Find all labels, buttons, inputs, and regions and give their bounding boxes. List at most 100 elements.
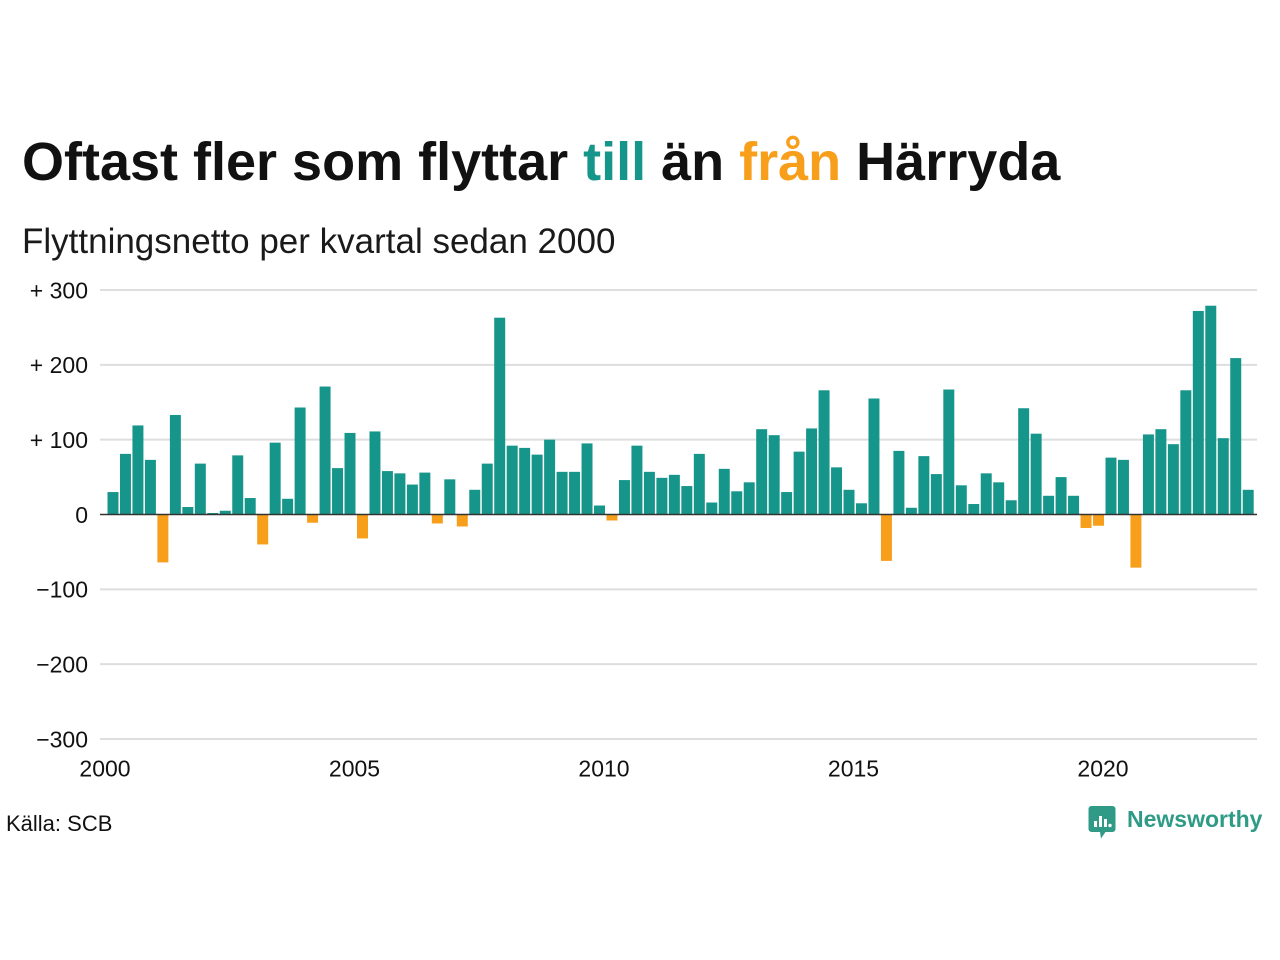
bar-positive <box>581 443 593 515</box>
bar-negative <box>1093 514 1104 526</box>
x-tick-label: 2010 <box>578 755 629 781</box>
y-tick-label: −100 <box>36 577 88 603</box>
bar-negative <box>456 514 468 527</box>
bar-positive <box>219 510 231 515</box>
bar-positive <box>244 498 256 515</box>
bar-positive <box>656 477 668 515</box>
bar-positive <box>631 445 643 515</box>
bar-positive <box>419 472 431 515</box>
y-tick-label: −300 <box>36 726 88 752</box>
bar-negative <box>1130 514 1142 568</box>
chart-title: Oftast fler som flyttar till än från Här… <box>22 135 1060 189</box>
bar-positive <box>955 485 967 515</box>
bar-positive <box>1043 495 1055 515</box>
bar-positive <box>269 442 281 515</box>
bar-positive <box>1155 429 1167 515</box>
bar-positive <box>993 482 1005 515</box>
gridlines <box>100 289 1257 740</box>
y-tick-label: + 100 <box>30 427 88 453</box>
bar-positive <box>1167 444 1179 515</box>
bar-positive <box>1030 433 1042 515</box>
y-tick-label: + 200 <box>30 352 88 378</box>
bar-negative <box>880 514 892 561</box>
bar-negative <box>606 514 618 521</box>
bar-positive <box>806 428 818 515</box>
bar-positive <box>531 454 543 515</box>
bar-positive <box>194 463 206 515</box>
bar-positive <box>282 498 294 515</box>
bar-positive <box>756 429 768 515</box>
source-note: Källa: SCB <box>6 811 113 836</box>
bar-positive <box>930 474 942 515</box>
chart-subtitle: Flyttningsnetto per kvartal sedan 2000 <box>22 222 616 261</box>
bar-positive <box>643 471 655 515</box>
bar-positive <box>406 484 418 515</box>
brand-logo: Newsworthy <box>1088 805 1268 839</box>
bar-positive <box>394 473 406 515</box>
bar-positive <box>1180 390 1192 515</box>
title-part-intro: Oftast fler som flyttar <box>22 132 584 192</box>
title-word-fran: från <box>739 132 842 192</box>
bar-positive <box>169 414 181 515</box>
bar-positive <box>905 507 917 515</box>
bar-negative <box>257 514 269 545</box>
y-tick-label: + 300 <box>30 277 88 303</box>
bar-negative <box>307 514 319 523</box>
bar-positive <box>793 451 805 515</box>
bar-positive <box>444 479 456 515</box>
bar-positive <box>381 471 393 515</box>
bar-negative <box>357 514 368 539</box>
axes: + 300 + 200 + 100 0 −100 −200 −300 2000 2005 2010… <box>30 277 1257 781</box>
bar-positive <box>831 467 843 515</box>
bar-positive <box>618 480 630 515</box>
bar-positive <box>731 491 743 515</box>
bar-positive <box>943 389 955 515</box>
bar-positive <box>344 432 356 515</box>
bar-positive <box>980 473 992 515</box>
bar-positive <box>706 502 718 515</box>
bar-positive <box>569 471 581 515</box>
bar-positive <box>1142 434 1154 515</box>
bar-positive <box>1005 500 1017 515</box>
y-tick-label: 0 <box>75 502 88 528</box>
bar-positive <box>469 489 481 515</box>
bar-positive <box>506 445 518 515</box>
logo-dot <box>1108 823 1112 828</box>
y-tick-label: −200 <box>36 651 88 677</box>
bar-positive <box>1217 438 1229 515</box>
bar-positive <box>132 425 144 515</box>
bar-positive <box>856 503 867 515</box>
bar-positive <box>843 489 855 515</box>
bar-positive <box>868 398 880 515</box>
bar-positive <box>1242 489 1254 515</box>
bar-positive <box>1055 477 1067 515</box>
title-part-middle: än <box>646 132 740 192</box>
x-tick-label: 2000 <box>79 755 130 781</box>
bar-positive <box>968 504 980 515</box>
bar-positive <box>1230 358 1242 515</box>
bar-positive <box>232 455 244 515</box>
bar-positive <box>1018 408 1030 515</box>
bar-positive <box>893 450 905 515</box>
bar-negative <box>157 514 169 563</box>
bar-positive <box>144 459 156 515</box>
x-tick-label: 2020 <box>1077 755 1128 781</box>
bar-positive <box>119 453 131 515</box>
title-part-place: Härryda <box>841 132 1061 192</box>
bar-chart: + 300 + 200 + 100 0 −100 −200 −300 2000 2005 2010… <box>30 277 1257 781</box>
bar-positive <box>107 492 119 515</box>
bar-positive <box>768 435 780 515</box>
newsworthy-logo-icon <box>1088 806 1116 839</box>
brand-name: Newsworthy <box>1127 806 1263 832</box>
logo-bar <box>1094 821 1097 827</box>
x-tick-label: 2015 <box>828 755 879 781</box>
bar-positive <box>294 407 306 515</box>
bar-positive <box>818 390 830 515</box>
bar-positive <box>743 482 755 515</box>
bar-positive <box>332 468 344 515</box>
bar-positive <box>1205 305 1217 515</box>
bar-positive <box>718 468 730 515</box>
bar-positive <box>1117 459 1129 515</box>
bar-positive <box>182 507 194 515</box>
bar-positive <box>319 386 331 515</box>
